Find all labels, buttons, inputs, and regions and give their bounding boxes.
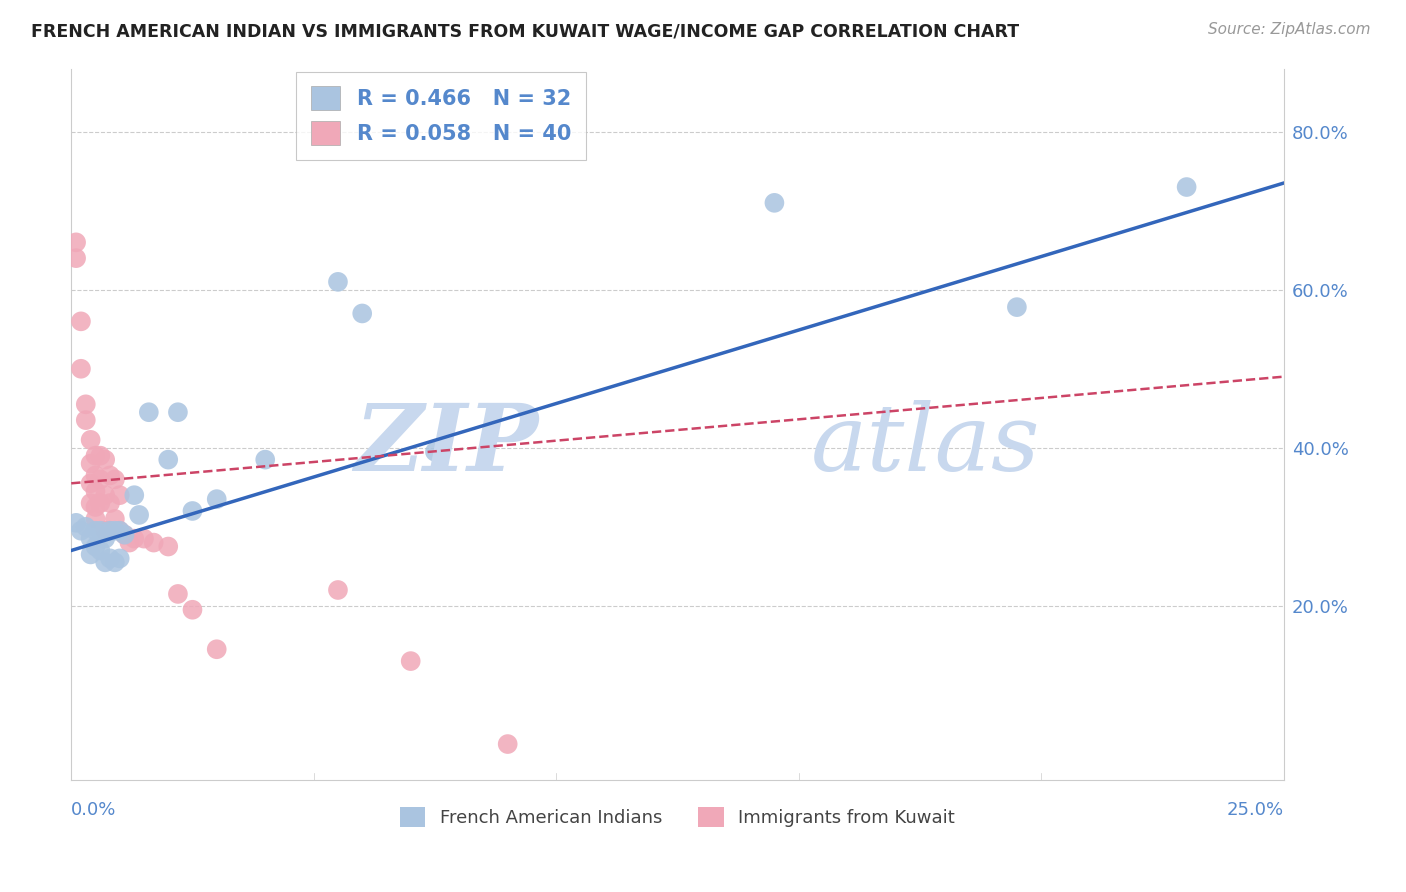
Point <box>108 488 131 502</box>
Point <box>94 488 117 502</box>
Point <box>75 413 97 427</box>
Point <box>84 500 107 514</box>
Point <box>84 512 107 526</box>
Point <box>65 516 87 530</box>
Point <box>98 524 121 538</box>
Point <box>181 603 204 617</box>
Point <box>98 524 121 538</box>
Point <box>75 397 97 411</box>
Point <box>181 504 204 518</box>
Point <box>167 405 190 419</box>
Point <box>94 524 117 538</box>
Point <box>1175 180 1198 194</box>
Text: FRENCH AMERICAN INDIAN VS IMMIGRANTS FROM KUWAIT WAGE/INCOME GAP CORRELATION CHA: FRENCH AMERICAN INDIAN VS IMMIGRANTS FRO… <box>31 22 1019 40</box>
Text: 25.0%: 25.0% <box>1226 801 1284 819</box>
Point <box>1005 300 1028 314</box>
Point <box>70 524 93 538</box>
Point <box>157 452 180 467</box>
Point <box>124 532 146 546</box>
Point <box>89 449 111 463</box>
Point <box>70 361 93 376</box>
Point <box>104 512 127 526</box>
Point <box>98 468 121 483</box>
Point <box>89 496 111 510</box>
Point <box>79 496 101 510</box>
Point <box>94 555 117 569</box>
Point <box>108 524 131 538</box>
Text: atlas: atlas <box>811 401 1040 491</box>
Point <box>79 532 101 546</box>
Point <box>128 508 150 522</box>
Point <box>104 472 127 486</box>
Point <box>326 275 349 289</box>
Point <box>84 524 107 538</box>
Point <box>205 642 228 657</box>
Point <box>114 527 136 541</box>
Point <box>79 433 101 447</box>
Point <box>70 314 93 328</box>
Point <box>763 195 786 210</box>
Point <box>326 582 349 597</box>
Point <box>205 492 228 507</box>
Point <box>84 540 107 554</box>
Point <box>352 306 374 320</box>
Point <box>89 472 111 486</box>
Point <box>254 452 277 467</box>
Point <box>89 543 111 558</box>
Point <box>118 535 141 549</box>
Text: Source: ZipAtlas.com: Source: ZipAtlas.com <box>1208 22 1371 37</box>
Point <box>124 488 146 502</box>
Point <box>399 654 422 668</box>
Point <box>98 551 121 566</box>
Point <box>104 524 127 538</box>
Point <box>75 520 97 534</box>
Point <box>94 532 117 546</box>
Point <box>84 484 107 499</box>
Point <box>98 496 121 510</box>
Point <box>65 251 87 265</box>
Point <box>132 532 155 546</box>
Point <box>138 405 160 419</box>
Point <box>142 535 165 549</box>
Point <box>108 524 131 538</box>
Point <box>79 548 101 562</box>
Point <box>108 551 131 566</box>
Legend: French American Indians, Immigrants from Kuwait: French American Indians, Immigrants from… <box>392 799 962 835</box>
Point <box>65 235 87 250</box>
Point <box>423 444 446 458</box>
Point <box>104 555 127 569</box>
Point <box>94 452 117 467</box>
Point <box>157 540 180 554</box>
Text: 0.0%: 0.0% <box>72 801 117 819</box>
Point <box>496 737 519 751</box>
Point <box>89 524 111 538</box>
Point <box>114 527 136 541</box>
Text: ZIP: ZIP <box>354 401 538 491</box>
Point <box>84 449 107 463</box>
Point <box>167 587 190 601</box>
Point <box>79 457 101 471</box>
Point <box>79 476 101 491</box>
Point <box>84 468 107 483</box>
